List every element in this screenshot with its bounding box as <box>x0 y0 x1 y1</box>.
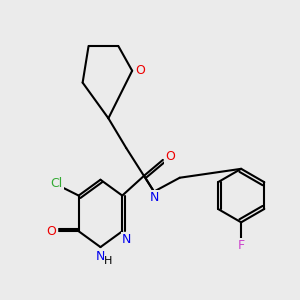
Text: F: F <box>238 238 245 252</box>
Text: O: O <box>165 150 175 164</box>
Text: O: O <box>46 225 56 238</box>
Text: N: N <box>122 233 131 246</box>
Text: Cl: Cl <box>51 177 63 190</box>
Text: O: O <box>135 64 145 77</box>
Text: N: N <box>96 250 105 263</box>
Text: N: N <box>149 191 159 204</box>
Text: H: H <box>104 256 112 266</box>
